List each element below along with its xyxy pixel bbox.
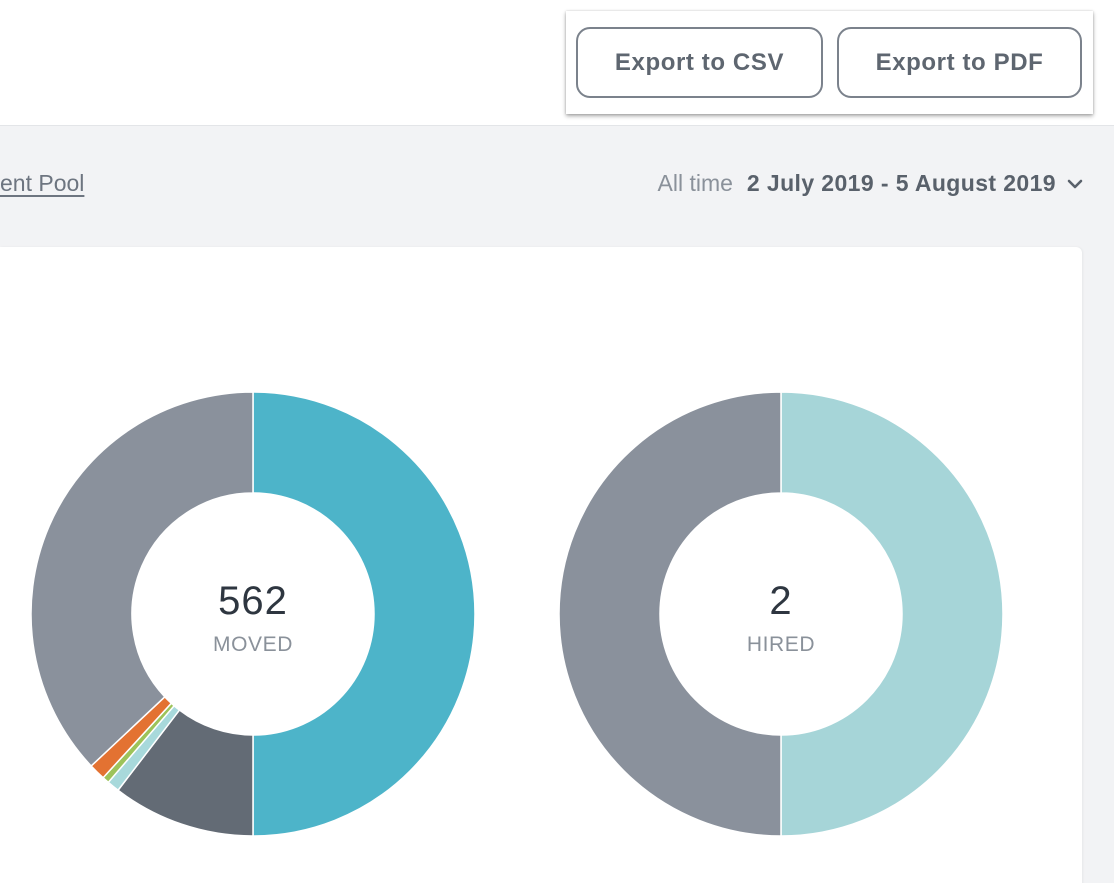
donut-1-slice-1[interactable] (252, 391, 476, 837)
donut-charts-card: 562 MOVED 2 HIRED (0, 247, 1082, 883)
export-pdf-button[interactable]: Export to PDF (837, 27, 1082, 98)
donut-1-total: 562 (218, 579, 288, 623)
donut-2-label: HIRED (747, 633, 815, 656)
donut-1-label: MOVED (213, 633, 293, 656)
donut-2-slice-2[interactable] (558, 391, 782, 837)
export-button-group: Export to CSV Export to PDF (566, 11, 1093, 114)
donut-2-slice-1[interactable] (780, 391, 1004, 837)
report-subnav: ent Pool All time 2 July 2019 - 5 August… (0, 127, 1114, 245)
date-range-value: 2 July 2019 - 5 August 2019 (746, 170, 1056, 196)
donut-1-slice-6[interactable] (30, 391, 254, 768)
date-range-label: All time (657, 170, 733, 196)
donut-2-total: 2 (769, 579, 792, 623)
top-toolbar: Export to CSV Export to PDF (0, 0, 1114, 126)
date-range-selector[interactable]: All time 2 July 2019 - 5 August 2019 (658, 170, 1085, 197)
donut-charts: 562 MOVED 2 HIRED (30, 391, 1004, 837)
export-csv-button[interactable]: Export to CSV (576, 27, 823, 98)
breadcrumb-link[interactable]: ent Pool (0, 170, 85, 196)
chevron-down-icon[interactable] (1066, 175, 1084, 193)
